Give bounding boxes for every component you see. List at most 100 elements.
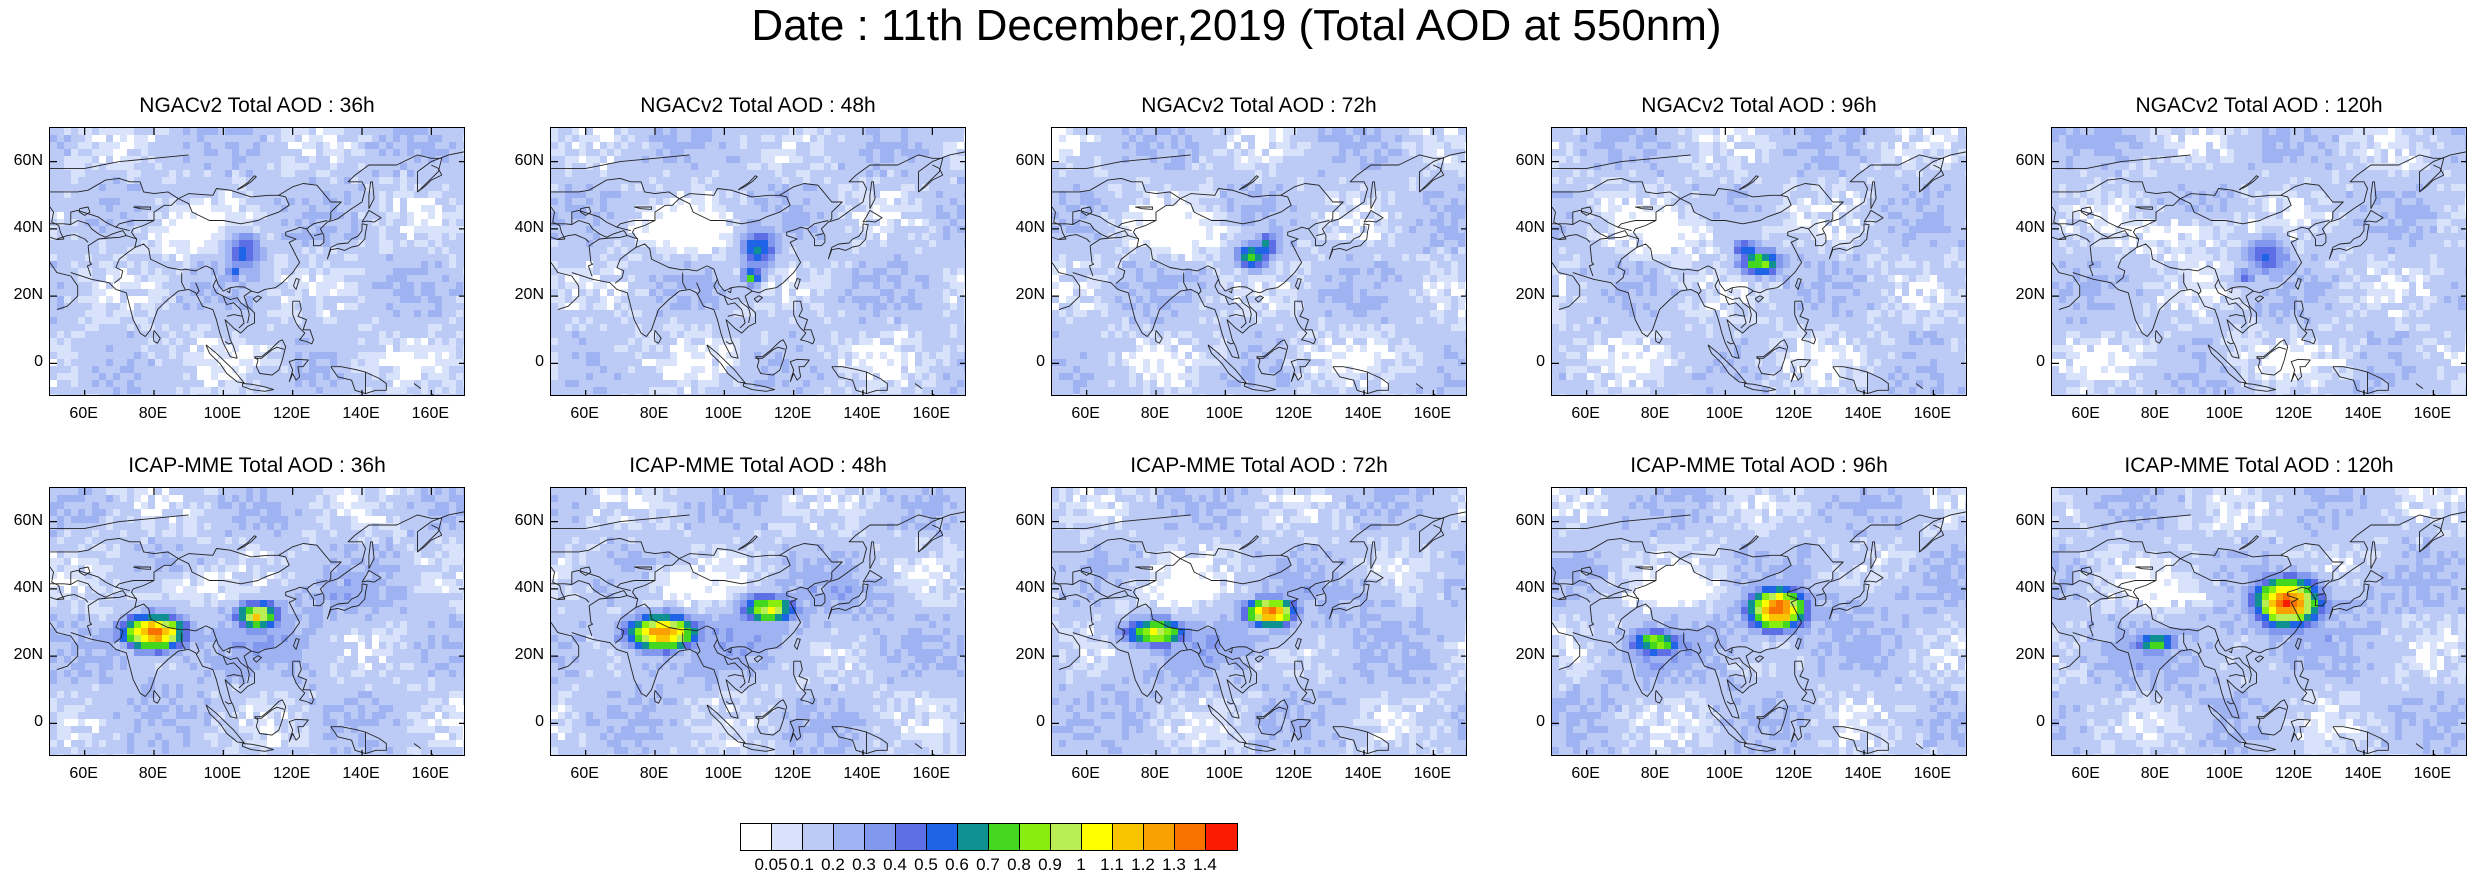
panel-title: NGACv2 Total AOD : 96h — [1521, 94, 1997, 118]
colorbar-swatch — [1020, 824, 1051, 850]
x-tick-label: 120E — [2264, 406, 2324, 422]
y-tick-label: 40N — [504, 579, 544, 596]
y-tick-label: 20N — [504, 287, 544, 303]
y-tick-label: 40N — [1005, 579, 1045, 596]
y-tick-label: 20N — [3, 647, 43, 663]
colorbar-label: 1.3 — [1149, 856, 1199, 874]
aod-field — [1552, 128, 1966, 395]
aod-grid — [551, 128, 965, 395]
x-tick-label: 140E — [1333, 406, 1393, 422]
y-tick-label: 0 — [504, 714, 544, 730]
x-tick-label: 60E — [555, 406, 615, 422]
x-tick-label: 120E — [262, 766, 322, 782]
x-tick-label: 100E — [693, 406, 753, 422]
aod-map — [2051, 127, 2467, 396]
colorbar-swatch — [1051, 824, 1082, 850]
x-tick-label: 120E — [1264, 406, 1324, 422]
x-tick-label: 60E — [54, 766, 114, 782]
x-tick-label: 80E — [123, 766, 183, 782]
x-tick-label: 120E — [1764, 406, 1824, 422]
y-tick-label: 0 — [1505, 714, 1545, 730]
x-tick-label: 160E — [1902, 406, 1962, 422]
y-tick-label: 20N — [2005, 647, 2045, 663]
aod-grid — [1552, 488, 1966, 755]
coastlines — [1052, 151, 1466, 395]
x-tick-label: 160E — [1902, 766, 1962, 782]
y-tick-label: 20N — [2005, 287, 2045, 303]
y-tick-label: 0 — [1005, 354, 1045, 370]
x-tick-label: 100E — [2194, 766, 2254, 782]
aod-grid — [50, 128, 464, 395]
x-tick-label: 120E — [262, 406, 322, 422]
coastlines — [50, 511, 464, 755]
colorbar-swatch — [772, 824, 803, 850]
aod-field — [1052, 488, 1466, 755]
x-tick-label: 100E — [1194, 766, 1254, 782]
aod-field — [551, 488, 965, 755]
y-tick-label: 0 — [3, 714, 43, 730]
x-tick-label: 160E — [901, 766, 961, 782]
aod-map — [1551, 487, 1967, 756]
colorbar-swatch — [865, 824, 896, 850]
tick-marks — [50, 488, 464, 755]
x-tick-label: 80E — [123, 406, 183, 422]
x-tick-label: 140E — [331, 766, 391, 782]
y-tick-label: 40N — [1505, 219, 1545, 236]
x-tick-label: 160E — [1402, 406, 1462, 422]
x-tick-label: 100E — [192, 766, 252, 782]
colorbar-swatch — [834, 824, 865, 850]
x-tick-label: 160E — [400, 406, 460, 422]
x-tick-label: 160E — [2402, 406, 2462, 422]
coastlines — [1052, 511, 1466, 755]
x-tick-label: 100E — [1194, 406, 1254, 422]
aod-field — [551, 128, 965, 395]
x-tick-label: 60E — [1056, 766, 1116, 782]
colorbar-swatch — [896, 824, 927, 850]
tick-marks — [1052, 128, 1466, 395]
colorbar-label: 0.2 — [808, 856, 858, 874]
colorbar-swatch — [989, 824, 1020, 850]
tick-marks — [2052, 128, 2466, 395]
x-tick-label: 60E — [555, 766, 615, 782]
colorbar-label: 0.7 — [963, 856, 1013, 874]
x-tick-label: 60E — [1556, 406, 1616, 422]
x-tick-label: 80E — [1125, 766, 1185, 782]
tick-marks — [1052, 488, 1466, 755]
figure-title: Date : 11th December,2019 (Total AOD at … — [0, 2, 2473, 50]
y-tick-label: 60N — [504, 152, 544, 169]
y-tick-label: 60N — [1505, 152, 1545, 169]
colorbar-label: 0.8 — [994, 856, 1044, 874]
y-tick-label: 60N — [1505, 512, 1545, 529]
aod-grid — [2052, 128, 2466, 395]
x-tick-label: 160E — [400, 766, 460, 782]
colorbar-swatch — [803, 824, 834, 850]
colorbar-swatch — [1082, 824, 1113, 850]
panel-title: ICAP-MME Total AOD : 96h — [1521, 454, 1997, 478]
panel-title: NGACv2 Total AOD : 72h — [1021, 94, 1497, 118]
x-tick-label: 80E — [2125, 406, 2185, 422]
aod-map — [49, 127, 465, 396]
y-tick-label: 40N — [3, 219, 43, 236]
aod-grid — [50, 488, 464, 755]
colorbar — [740, 823, 1238, 851]
x-tick-label: 60E — [2056, 406, 2116, 422]
x-tick-label: 100E — [2194, 406, 2254, 422]
colorbar-swatch — [1144, 824, 1175, 850]
x-tick-label: 60E — [1056, 406, 1116, 422]
aod-grid — [2052, 488, 2466, 755]
y-tick-label: 20N — [1005, 647, 1045, 663]
y-tick-label: 40N — [3, 579, 43, 596]
colorbar-swatch — [958, 824, 989, 850]
x-tick-label: 120E — [763, 406, 823, 422]
x-tick-label: 80E — [624, 766, 684, 782]
panel-title: NGACv2 Total AOD : 36h — [19, 94, 495, 118]
colorbar-swatch — [741, 824, 772, 850]
x-tick-label: 140E — [832, 406, 892, 422]
tick-marks — [50, 128, 464, 395]
x-tick-label: 140E — [1833, 406, 1893, 422]
y-tick-label: 40N — [504, 219, 544, 236]
x-tick-label: 140E — [331, 406, 391, 422]
y-tick-label: 40N — [1005, 219, 1045, 236]
coastlines — [1552, 511, 1966, 755]
y-tick-label: 20N — [1005, 287, 1045, 303]
